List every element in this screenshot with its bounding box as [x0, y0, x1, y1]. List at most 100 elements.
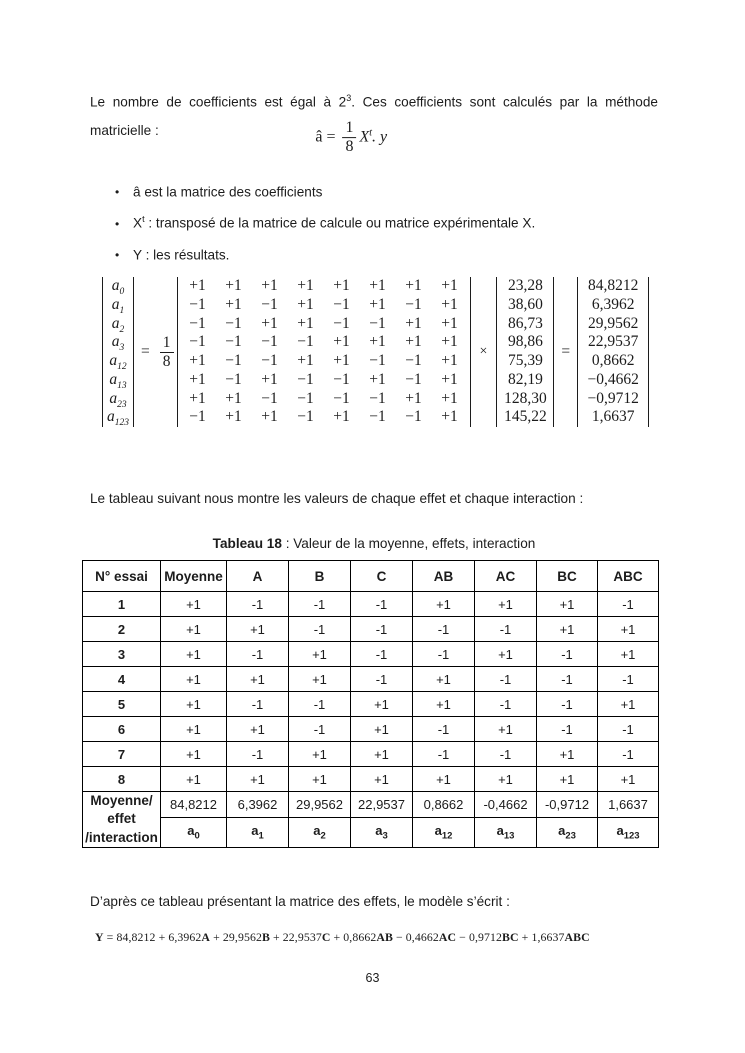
formula-transpose-exponent: t	[369, 126, 373, 138]
coefficient-name-cell: a0	[160, 817, 227, 848]
coefficient-formula: â = 1 8 Xt. y	[315, 119, 387, 157]
effects-table-container: N° essai Moyenne A B C AB AC BC ABC 1 +1 -1 -1 -1 +1 +…	[82, 560, 659, 848]
effect-value: 29,9562	[587, 314, 639, 332]
table-cell: -1	[226, 691, 289, 718]
coefficient-label: a1	[111, 295, 125, 316]
matrix-cell: −1	[333, 314, 350, 332]
matrix-cell: −1	[189, 408, 206, 426]
formula-term: C	[321, 929, 331, 944]
table-cell: +1	[597, 691, 659, 718]
y-value: 145,22	[504, 408, 547, 426]
effect-value: 1,6637	[591, 408, 635, 426]
formula-term: AB	[376, 929, 393, 944]
y-value: 82,19	[507, 370, 543, 388]
coefficient-label: a2	[111, 314, 125, 335]
matrix-cell: +1	[333, 277, 350, 295]
y-value: 128,30	[504, 389, 547, 407]
table-cell: -1	[474, 741, 537, 768]
matrix-cell: −1	[369, 408, 386, 426]
table-cell: +1	[226, 666, 289, 693]
essai-number: 7	[82, 741, 161, 768]
table-cell: +1	[474, 641, 537, 668]
table-cell: -1	[412, 641, 475, 668]
coefficient-label: a13	[109, 370, 127, 391]
formula-term: + 22,9537	[269, 929, 322, 944]
coefficient-name-cell: a23	[536, 817, 598, 848]
essai-number: 1	[82, 591, 161, 618]
table-cell: +1	[288, 641, 351, 668]
formula-term: − 0,9712	[456, 929, 503, 944]
formula-term: ABC	[564, 929, 590, 944]
table-cell: +1	[226, 766, 289, 793]
table-cell: +1	[288, 741, 351, 768]
matrix-cell: +1	[225, 295, 242, 313]
matrix-cell: +1	[261, 314, 278, 332]
matricielle-label: matricielle :	[90, 122, 159, 138]
table-cell: -1	[412, 716, 475, 743]
formula-term: BC	[502, 929, 519, 944]
table-cell: +1	[160, 691, 227, 718]
coefficient-label: a123	[107, 408, 129, 429]
formula-term: Y	[95, 929, 104, 944]
coefficient-label: a0	[111, 277, 125, 298]
results-vector: 23,28 38,60 86,73 98,86 75,39 82,19 128,30 145,…	[496, 277, 555, 428]
coefficient-name-cell: a13	[474, 817, 537, 848]
column-header: BC	[536, 560, 598, 593]
table-cell: +1	[226, 716, 289, 743]
effect-value-cell: 1,6637	[597, 791, 659, 819]
multiplication-sign: ×	[479, 344, 488, 360]
table-cell: -1	[412, 741, 475, 768]
essai-number: 5	[82, 691, 161, 718]
effect-value-cell: -0,9712	[536, 791, 598, 819]
effect-value: 22,9537	[587, 333, 639, 351]
effect-value: 6,3962	[591, 295, 635, 313]
matrix-cell: +1	[441, 370, 458, 388]
definitions-list: • â est la matrice des coefficients • Xt :…	[90, 183, 658, 263]
column-header: C	[350, 560, 413, 593]
table-cell: +1	[412, 666, 475, 693]
matrix-cell: −1	[297, 370, 314, 388]
matrix-cell: +1	[441, 333, 458, 351]
coefficient-name-cell: a123	[597, 817, 659, 848]
table-cell: -1	[474, 691, 537, 718]
table-cell: +1	[474, 591, 537, 618]
table-cell: +1	[160, 641, 227, 668]
coefficient-name-cell: a12	[412, 817, 475, 848]
table-intro-paragraph: Le tableau suivant nous montre les valeu…	[90, 491, 584, 507]
table-cell: -1	[536, 691, 598, 718]
matrix-cell: −1	[369, 314, 386, 332]
matrix-cell: −1	[333, 389, 350, 407]
matrix-cell: +1	[441, 352, 458, 370]
matrix-cell: −1	[405, 408, 422, 426]
table-row: 2 +1 +1 -1 -1 -1 -1 +1 +1	[82, 616, 659, 643]
formula-tail: . y	[372, 128, 388, 146]
matrix-cell: −1	[297, 389, 314, 407]
matrix-row: +1 +1 +1 +1 +1 +1 +1 +1	[180, 277, 468, 296]
matrix-row: −1 +1 −1 +1 −1 +1 −1 +1	[180, 296, 468, 315]
table-cell: -1	[597, 741, 659, 768]
formula-term: B	[261, 929, 270, 944]
essai-number: 3	[82, 641, 161, 668]
table-cell: +1	[350, 741, 413, 768]
table-cell: -1	[288, 716, 351, 743]
essai-number: 6	[82, 716, 161, 743]
design-matrix: +1 +1 +1 +1 +1 +1 +1 +1 −1 +1 −1 +1 −1 +1 −1 +1 −1 −1 +1 +1…	[176, 277, 471, 428]
table-cell: -1	[474, 666, 537, 693]
y-value: 86,73	[507, 314, 543, 332]
matrix-cell: +1	[333, 352, 350, 370]
table-row: 5 +1 -1 -1 +1 +1 -1 -1 +1	[82, 691, 659, 718]
bullet-icon: •	[115, 248, 120, 263]
table-cell: +1	[597, 641, 659, 668]
table-cell: +1	[350, 691, 413, 718]
table-cell: +1	[160, 591, 227, 618]
matrix-cell: +1	[297, 295, 314, 313]
coefficient-name-cell: a3	[350, 817, 413, 848]
formula-lhs: â =	[315, 128, 336, 146]
coefficients-vector: a0 a1 a2 a3 a12 a13 a23 a123	[102, 277, 134, 429]
table-cell: -1	[288, 691, 351, 718]
matrix-cell: +1	[297, 277, 314, 295]
table-cell: +1	[160, 716, 227, 743]
matrix-row: −1 +1 +1 −1 +1 −1 −1 +1	[180, 408, 468, 427]
caption-number: Tableau 18	[212, 536, 282, 552]
